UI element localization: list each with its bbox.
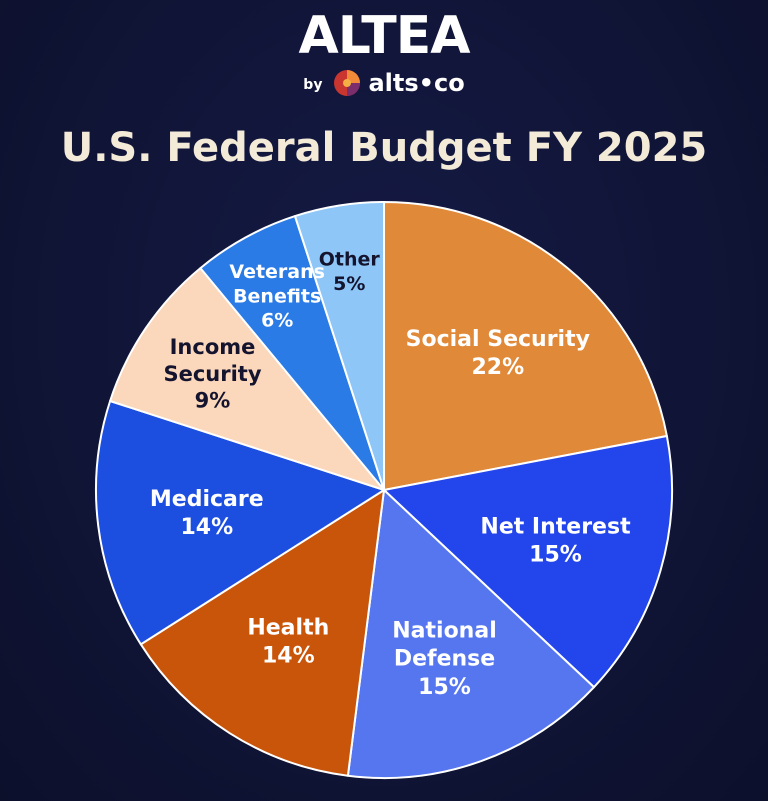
slice-label-net-interest: Net Interest 15%: [480, 514, 631, 567]
slice-category-text: Benefits: [233, 285, 321, 307]
slice-category-text: Income: [170, 335, 256, 359]
pie-slice-national-defense: [346, 489, 595, 779]
chart-title: U.S. Federal Budget FY 2025: [60, 125, 708, 171]
slice-label-income-security: Income Security 9%: [163, 335, 261, 413]
slice-category-text: Veterans: [229, 261, 325, 283]
pie-slice-health: [139, 489, 385, 777]
pie-slice-other: [294, 201, 385, 491]
byline: by alts•co: [0, 68, 768, 98]
slice-category-text: Defense: [394, 647, 495, 672]
pie-slice-net-interest: [383, 435, 674, 689]
by-text: by: [303, 77, 323, 93]
slice-value-text: 22%: [471, 355, 524, 380]
slice-category-text: Social Security: [406, 327, 590, 352]
slice-category-text: Security: [163, 362, 261, 386]
pie-slice-income-security: [109, 267, 385, 491]
slice-category-text: National: [392, 619, 496, 644]
pie-slice-medicare: [95, 400, 385, 646]
slice-label-national-defense: National Defense 15%: [392, 619, 496, 700]
slice-category-text: Net Interest: [480, 514, 631, 539]
slice-category-text: Other: [319, 249, 381, 271]
slice-label-health: Health 14%: [247, 615, 329, 668]
slice-category-text: Medicare: [150, 487, 264, 512]
slice-value-text: 15%: [418, 675, 471, 700]
slice-category-text: Health: [247, 615, 329, 640]
slice-label-medicare: Medicare 14%: [150, 487, 264, 540]
slice-value-text: 6%: [261, 310, 293, 332]
pie-slice-social-security: [383, 201, 668, 491]
slice-value-text: 9%: [195, 389, 231, 413]
alts-co-logo-icon: [334, 70, 361, 96]
partner-name: alts•co: [368, 69, 465, 97]
slice-value-text: 14%: [180, 515, 233, 540]
brand-name: ALTEA: [298, 6, 470, 66]
slice-label-social-security: Social Security 22%: [406, 327, 590, 380]
slice-value-text: 5%: [333, 273, 365, 295]
slice-value-text: 15%: [529, 543, 582, 568]
slice-value-text: 14%: [262, 644, 315, 669]
